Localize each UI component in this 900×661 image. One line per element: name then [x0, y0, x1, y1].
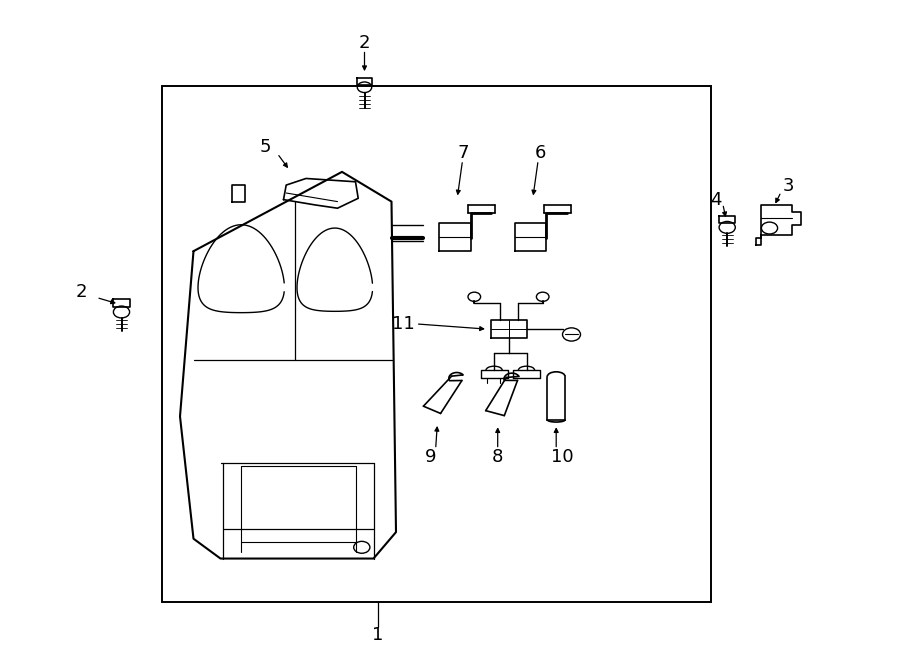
Text: 11: 11 — [392, 315, 415, 333]
Text: 8: 8 — [492, 448, 503, 467]
Text: 10: 10 — [551, 448, 574, 467]
Text: 5: 5 — [260, 137, 271, 156]
Text: 6: 6 — [535, 144, 545, 163]
Text: 1: 1 — [373, 625, 383, 644]
Text: 3: 3 — [783, 177, 794, 196]
Text: 2: 2 — [76, 283, 86, 301]
Text: 2: 2 — [359, 34, 370, 52]
Text: 4: 4 — [710, 190, 721, 209]
Text: 9: 9 — [425, 448, 436, 467]
Text: 7: 7 — [458, 144, 469, 163]
Bar — [162, 86, 711, 602]
